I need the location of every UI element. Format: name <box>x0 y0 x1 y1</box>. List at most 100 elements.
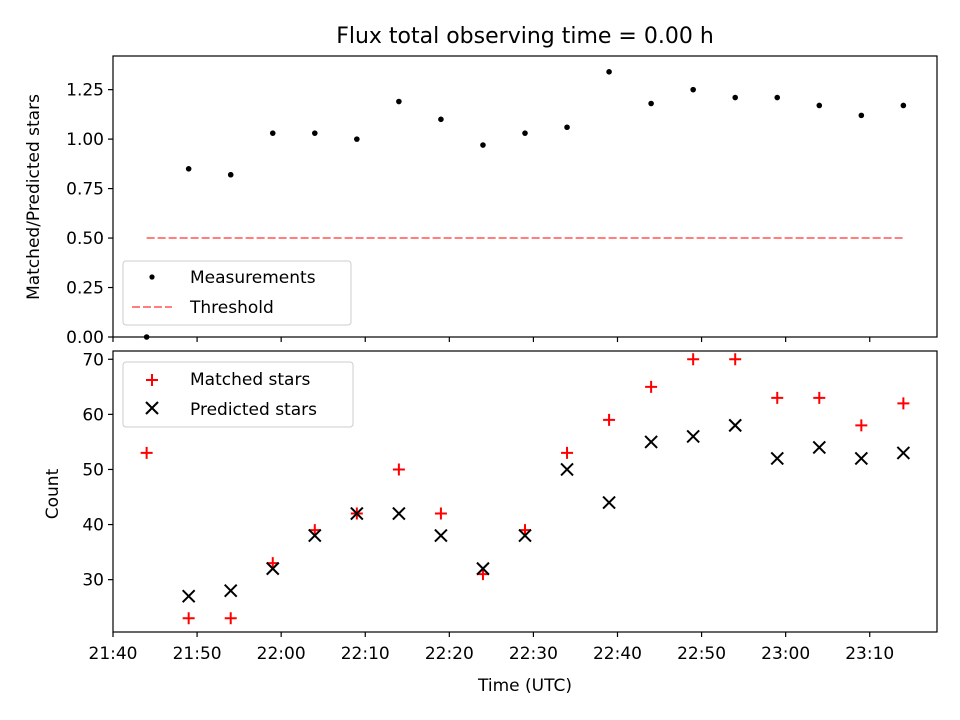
predicted-stars-point <box>518 528 532 543</box>
matched-stars-point <box>224 612 237 625</box>
predicted-stars-point <box>392 506 406 521</box>
bottom-y-tick-label: 70 <box>82 350 104 370</box>
matched-stars-point <box>813 391 826 404</box>
measurement-point <box>648 100 654 107</box>
matched-stars-point <box>645 380 658 393</box>
measurement-point <box>522 130 528 136</box>
matched-stars-point <box>561 446 574 459</box>
x-tick-label: 23:10 <box>845 644 894 664</box>
top-y-tick-label: 1.25 <box>66 81 104 101</box>
measurement-point <box>185 165 192 172</box>
top-panel-title: Flux total observing time = 0.00 h <box>336 24 714 49</box>
x-tick-label: 22:20 <box>425 644 474 664</box>
x-axis-label: Time (UTC) <box>477 676 572 696</box>
measurement-point <box>858 112 865 119</box>
legend-predicted-marker <box>145 401 159 415</box>
measurement-point <box>396 98 402 105</box>
bottom-panel-frame <box>112 350 938 633</box>
predicted-stars-point <box>854 451 869 466</box>
top-y-ticks: 0.00 0.25 0.50 0.75 1.00 1.25 <box>66 81 113 348</box>
top-x-ticks <box>112 337 871 342</box>
predicted-stars-point <box>308 528 322 543</box>
bottom-y-tick-label: 60 <box>82 405 104 425</box>
top-y-tick-label: 1.00 <box>66 130 104 150</box>
measurement-point <box>354 136 360 142</box>
measurement-point <box>732 94 739 101</box>
legend-measurements-marker <box>149 274 155 280</box>
bottom-y-tick-label: 50 <box>82 460 104 480</box>
predicted-stars-point <box>728 418 742 433</box>
top-y-tick-label: 0.50 <box>66 229 104 249</box>
x-tick-label: 21:50 <box>173 644 222 664</box>
measurement-point <box>900 102 907 109</box>
top-y-axis-label: Matched/Predicted stars <box>24 94 44 300</box>
legend-matched-label: Matched stars <box>190 370 310 390</box>
measurement-point <box>480 142 486 148</box>
predicted-stars-point <box>434 528 448 543</box>
predicted-stars-point <box>812 440 826 455</box>
predicted-stars-point <box>224 583 238 598</box>
predicted-stars-series <box>181 418 911 603</box>
matched-stars-point <box>519 524 531 537</box>
measurement-point <box>143 334 150 340</box>
measurements-series <box>143 69 907 340</box>
predicted-stars-point <box>350 506 364 521</box>
matched-stars-point <box>603 413 616 426</box>
predicted-stars-point <box>181 589 196 603</box>
predicted-stars-point <box>476 561 490 576</box>
predicted-stars-point <box>644 435 658 449</box>
matched-stars-point <box>897 397 910 410</box>
measurement-point <box>816 102 823 109</box>
matched-stars-point <box>266 557 279 570</box>
top-panel-frame <box>112 55 938 338</box>
matched-stars-point <box>476 568 489 581</box>
legend-predicted-label: Predicted stars <box>190 400 317 420</box>
predicted-stars-point <box>896 446 911 460</box>
top-y-tick-label: 0.25 <box>66 279 104 299</box>
measurement-point <box>564 124 570 131</box>
predicted-stars-point <box>266 561 280 576</box>
top-legend: Measurements Threshold <box>122 260 352 326</box>
matched-stars-point <box>182 612 195 625</box>
bottom-y-tick-label: 40 <box>82 516 104 536</box>
measurement-point <box>690 86 696 93</box>
matched-stars-point <box>434 507 447 520</box>
matched-stars-point <box>855 419 868 432</box>
x-tick-label: 21:40 <box>89 644 138 664</box>
matched-stars-series <box>140 353 910 625</box>
matched-stars-point <box>308 524 321 537</box>
x-tick-label: 23:00 <box>761 644 810 664</box>
matched-stars-point <box>140 446 153 459</box>
matched-stars-point <box>392 463 405 476</box>
predicted-stars-point <box>770 451 784 466</box>
legend-threshold-label: Threshold <box>189 298 274 318</box>
bottom-y-axis-label: Count <box>43 468 63 519</box>
measurement-point <box>269 130 276 136</box>
x-tick-label: 22:10 <box>341 644 390 664</box>
bottom-y-tick-label: 30 <box>82 571 104 591</box>
bottom-y-ticks: 30 40 50 60 70 <box>82 350 113 591</box>
measurement-point <box>227 171 234 178</box>
matched-stars-point <box>729 353 742 366</box>
measurement-point <box>606 69 612 75</box>
top-y-tick-label: 0.75 <box>66 180 104 200</box>
predicted-stars-point <box>686 429 700 444</box>
measurement-point <box>311 130 318 136</box>
matched-stars-point <box>687 353 700 366</box>
legend-measurements-label: Measurements <box>190 268 316 288</box>
bottom-legend-box <box>122 361 354 428</box>
x-tick-label: 22:00 <box>257 644 306 664</box>
predicted-stars-point <box>560 462 574 477</box>
matched-stars-point <box>771 391 784 404</box>
bottom-legend: Matched stars Predicted stars <box>122 361 354 428</box>
x-tick-label: 22:40 <box>593 644 642 664</box>
measurement-point <box>774 94 781 101</box>
x-tick-label: 22:50 <box>677 644 726 664</box>
x-tick-label: 22:30 <box>509 644 558 664</box>
bottom-x-ticks: 21:40 21:50 22:00 22:10 22:20 22:30 22:40 22:50… <box>89 632 894 664</box>
predicted-stars-point <box>602 495 616 510</box>
top-legend-box <box>122 260 352 326</box>
measurement-point <box>438 116 444 123</box>
